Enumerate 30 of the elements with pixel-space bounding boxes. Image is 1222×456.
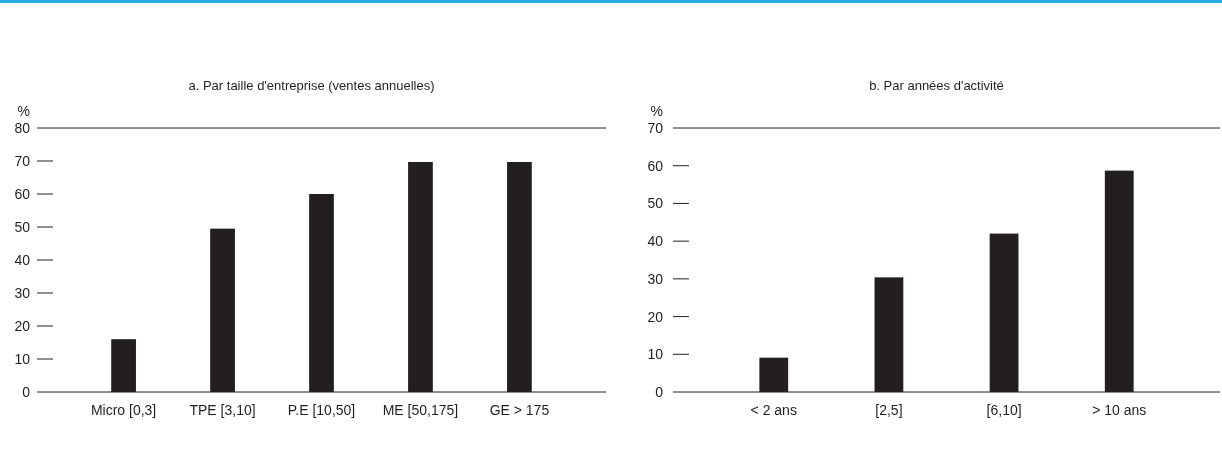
- chart-title: b. Par années d'activité: [869, 78, 1004, 93]
- x-tick-label: Micro [0,3]: [90, 402, 157, 418]
- x-tick-label: P.E [10,50]: [287, 402, 356, 418]
- y-tick-label: 20: [14, 318, 31, 334]
- y-tick-label: 10: [647, 346, 664, 363]
- y-tick-label: 20: [647, 308, 664, 325]
- y-tick-label: 50: [647, 195, 664, 212]
- y-axis-title: %: [650, 103, 663, 119]
- y-tick-label: 70: [14, 153, 31, 169]
- y-axis-title: %: [17, 103, 30, 119]
- y-tick-label: 0: [22, 384, 31, 400]
- y-tick-label: 50: [14, 219, 31, 235]
- y-tick-label: 10: [14, 351, 31, 367]
- y-tick-label: 80: [14, 120, 31, 136]
- y-tick-label: 70: [647, 120, 664, 136]
- x-tick-label: > 10 ans: [1092, 402, 1147, 418]
- y-tick-label: 30: [14, 285, 31, 301]
- x-tick-label: < 2 ans: [750, 402, 797, 418]
- x-tick-label: GE > 175: [489, 402, 550, 418]
- x-tick-label: [6,10]: [986, 402, 1022, 418]
- y-tick-label: 60: [647, 157, 664, 174]
- x-tick-label: TPE [3,10]: [189, 402, 256, 418]
- x-tick-label: ME [50,175]: [382, 402, 459, 418]
- x-tick-label: [2,5]: [875, 402, 903, 418]
- chart-title: a. Par taille d'entreprise (ventes annuelles): [188, 78, 435, 93]
- y-tick-label: 60: [14, 186, 31, 202]
- y-tick-label: 40: [14, 252, 31, 268]
- y-tick-label: 30: [647, 270, 664, 287]
- y-tick-label: 0: [655, 384, 664, 400]
- y-tick-label: 40: [647, 233, 664, 250]
